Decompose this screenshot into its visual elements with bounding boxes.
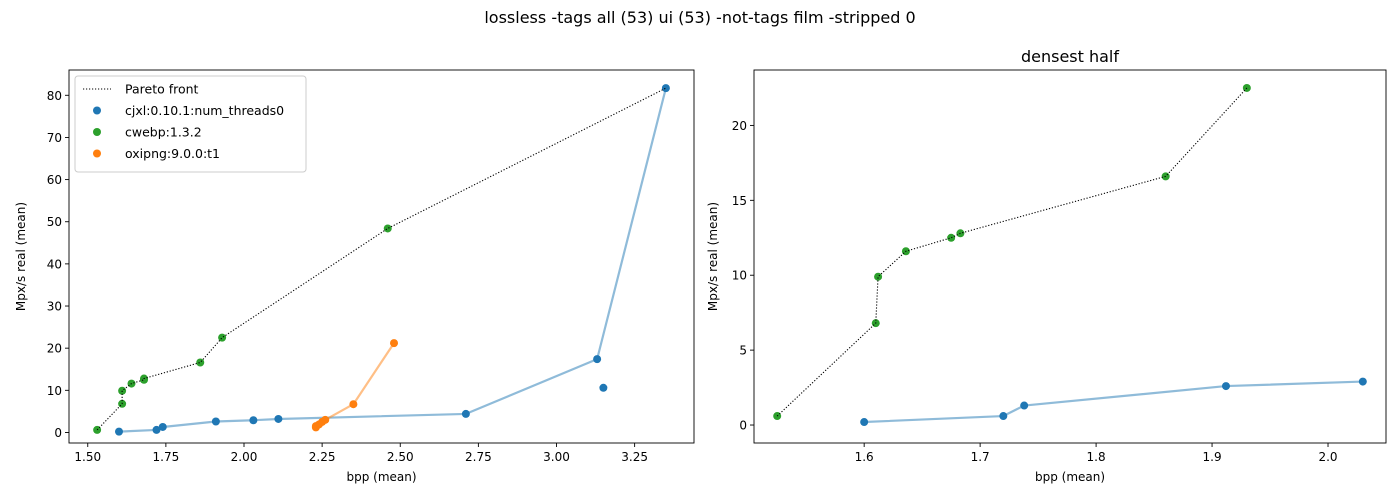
y-tick-label: 5 bbox=[739, 344, 747, 358]
y-axis-label: Mpx/s real (mean) bbox=[14, 202, 28, 311]
legend-marker-cjxl bbox=[93, 106, 101, 115]
data-point-cwebp bbox=[874, 272, 883, 281]
legend-entry-label: oxipng:9.0.0:t1 bbox=[125, 146, 220, 161]
x-tick-label: 2.25 bbox=[309, 450, 336, 464]
y-tick-label: 60 bbox=[47, 173, 62, 187]
data-point-cjxl bbox=[115, 427, 123, 436]
legend-entry-label: cjxl:0.10.1:num_threads0 bbox=[125, 103, 284, 118]
y-tick-label: 40 bbox=[47, 257, 62, 271]
pareto-front-line bbox=[96, 87, 667, 431]
legend-entry-label: Pareto front bbox=[125, 82, 199, 97]
axes-frame bbox=[68, 69, 695, 444]
chart-1: 1.50 1.75 2.00 2.25 2.50 2.75 3.00 3.25 0 10 20 30 4… bbox=[14, 69, 695, 484]
x-tick-label: 3.00 bbox=[543, 450, 570, 464]
figure-suptitle: lossless -tags all (53) ui (53) -not-tag… bbox=[484, 8, 915, 27]
x-axis-label: bpp (mean) bbox=[1035, 470, 1105, 484]
chart-title: densest half bbox=[1021, 47, 1119, 66]
data-point-cjxl bbox=[1020, 401, 1029, 410]
data-point-cwebp bbox=[383, 224, 392, 233]
y-axis-label: Mpx/s real (mean) bbox=[706, 202, 720, 311]
x-tick-label: 3.25 bbox=[621, 450, 648, 464]
data-point-cjxl bbox=[249, 416, 258, 425]
plot-area bbox=[773, 83, 1367, 427]
data-point-cjxl bbox=[661, 84, 670, 93]
pareto-front-line bbox=[776, 87, 1248, 417]
data-point-cjxl bbox=[593, 355, 602, 364]
x-tick-label: 1.7 bbox=[971, 450, 990, 464]
data-point-cjxl bbox=[274, 414, 283, 423]
data-point-cjxl bbox=[152, 425, 161, 434]
x-tick-label: 2.75 bbox=[465, 450, 492, 464]
y-tick-label: 20 bbox=[732, 119, 747, 133]
x-tick-label: 2.0 bbox=[1318, 450, 1337, 464]
y-tick-label: 80 bbox=[47, 89, 62, 103]
y-tick-label: 30 bbox=[47, 300, 62, 314]
x-tick-label: 1.8 bbox=[1087, 450, 1106, 464]
y-tick-label: 50 bbox=[47, 215, 62, 229]
data-point-oxipng bbox=[349, 400, 358, 409]
data-point-oxipng bbox=[390, 339, 398, 348]
series-line-cjxl bbox=[864, 380, 1363, 424]
data-point-cjxl bbox=[599, 383, 608, 392]
legend-marker-oxipng bbox=[93, 149, 101, 158]
data-point-cjxl bbox=[158, 422, 167, 431]
y-tick-label: 0 bbox=[54, 426, 62, 440]
data-point-cjxl bbox=[1221, 382, 1230, 391]
data-point-oxipng bbox=[321, 415, 330, 424]
data-point-cwebp bbox=[218, 333, 227, 342]
x-axis-label: bpp (mean) bbox=[346, 470, 416, 484]
x-tick-label: 2.00 bbox=[231, 450, 258, 464]
y-tick-label: 70 bbox=[47, 131, 62, 145]
data-point-cwebp bbox=[947, 233, 956, 242]
x-tick-label: 1.75 bbox=[153, 450, 180, 464]
chart-2: densest half 1.6 1.7 1.8 1.9 2.0 0 5 10 15 20 bpp (… bbox=[706, 47, 1387, 484]
data-point-cjxl bbox=[860, 418, 869, 427]
data-point-cjxl bbox=[1358, 377, 1367, 386]
y-tick-label: 0 bbox=[739, 419, 747, 433]
legend-box bbox=[74, 75, 307, 173]
x-tick-label: 1.9 bbox=[1203, 450, 1222, 464]
y-tick-label: 10 bbox=[732, 269, 747, 283]
legend-marker-cwebp bbox=[93, 128, 101, 136]
axes-frame bbox=[753, 69, 1387, 444]
legend-entry-label: cwebp:1.3.2 bbox=[125, 125, 202, 140]
data-point-cjxl bbox=[461, 409, 470, 418]
x-tick-label: 1.50 bbox=[74, 450, 101, 464]
legend: Pareto front cjxl:0.10.1:num_threads0cweb… bbox=[74, 75, 307, 173]
plot-area bbox=[93, 84, 670, 436]
series-line-oxipng bbox=[314, 342, 395, 428]
data-point-cjxl bbox=[211, 417, 220, 426]
data-point-cwebp bbox=[118, 386, 127, 395]
x-tick-label: 2.50 bbox=[387, 450, 414, 464]
x-tick-label: 1.6 bbox=[855, 450, 874, 464]
y-tick-label: 10 bbox=[47, 384, 62, 398]
data-point-cjxl bbox=[999, 412, 1008, 421]
data-point-cwebp bbox=[196, 358, 205, 367]
y-tick-label: 20 bbox=[47, 342, 62, 356]
y-tick-label: 15 bbox=[732, 194, 747, 208]
